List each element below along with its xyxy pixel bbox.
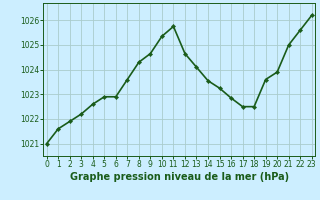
X-axis label: Graphe pression niveau de la mer (hPa): Graphe pression niveau de la mer (hPa) bbox=[70, 172, 289, 182]
